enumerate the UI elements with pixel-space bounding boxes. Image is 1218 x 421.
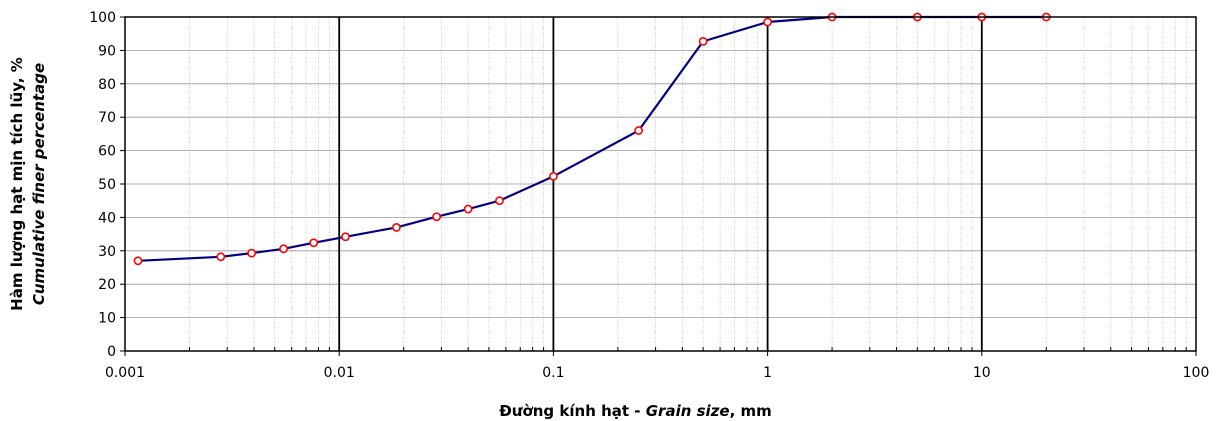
data-point [309,238,319,248]
y-tick-label: 40 [98,210,116,226]
y-tick-label: 80 [98,77,116,93]
x-axis-title: Đường kính hạt - Grain size, mm [499,402,772,420]
data-point [216,252,226,262]
data-point [698,36,708,46]
series-line [137,15,1047,262]
y-tick-label: 10 [98,311,116,327]
x-axis-title-italic: Grain size [646,402,730,420]
x-tick-labels: 0.001 0.01 0.1 1 10 100 [105,365,1209,381]
data-point [247,248,257,258]
y-tick-label: 0 [107,344,116,360]
data-point [432,212,442,222]
data-point [634,126,644,135]
y-tick-label: 100 [89,10,116,26]
x-tick-label: 0.001 [105,365,145,381]
y-tick-label: 90 [98,43,116,59]
y-axis-title: Hàm lượng hạt mịn tích lũy, % Cumulative… [8,57,48,311]
y-axis-title-line2: Cumulative finer percentage [30,63,48,305]
y-axis-title-line1: Hàm lượng hạt mịn tích lũy, % [8,57,26,311]
x-tick-label: 10 [973,365,991,381]
x-tick-label: 1 [763,365,772,381]
x-tick-label: 0.01 [324,365,355,381]
grid [120,16,1197,356]
data-point [133,256,143,266]
y-tick-label: 20 [98,277,116,293]
y-tick-labels: 0 10 20 30 40 50 60 70 80 90 100 [89,10,116,360]
data-point [549,171,558,181]
y-tick-label: 50 [98,177,116,193]
x-tick-label: 0.1 [542,365,564,381]
data-point [463,204,473,214]
plot-frame [124,16,1197,352]
y-tick-label: 30 [98,244,116,260]
x-axis-title-unit: , mm [730,402,772,420]
series-layer [133,12,1051,266]
y-tick-label: 70 [98,110,116,126]
data-point [341,232,350,242]
data-point [763,17,772,27]
data-point [392,223,401,232]
data-point [495,196,504,206]
x-axis-title-main: Đường kính hạt - [499,402,646,420]
data-point [279,244,288,254]
y-tick-label: 60 [98,144,116,160]
x-tick-label: 100 [1183,365,1210,381]
